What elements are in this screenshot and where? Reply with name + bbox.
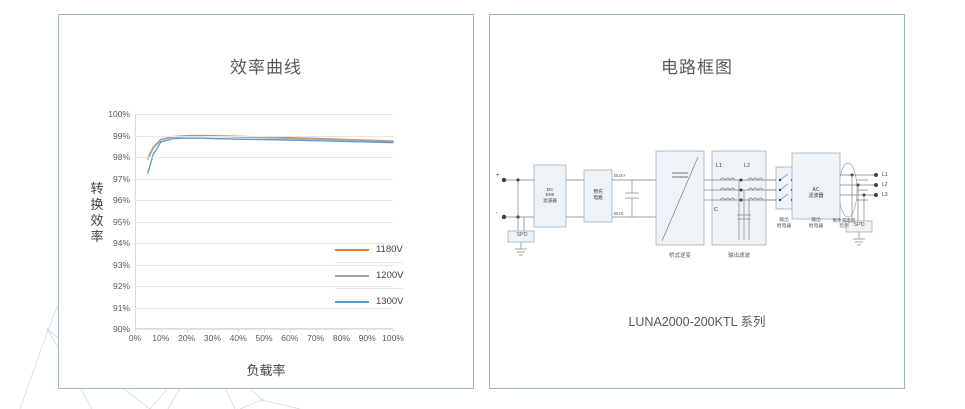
label-spd-input: SPD [516,232,528,238]
x-axis-tickmark [212,329,214,332]
efficiency-chart-panel: 效率曲线 转换效率 90% 91% 92% 93% 94% 95% 96% 97% 98% 99%… [58,14,474,389]
x-axis-tickmark [186,329,188,332]
label-bus-minus: BUS- [614,211,625,216]
x-axis-tick: 40% [229,333,247,343]
legend-item[interactable]: 1300V [335,289,403,314]
x-axis-tick: 30% [203,333,221,343]
x-axis-tickmark [160,329,162,332]
y-axis-label: 转换效率 [90,181,104,244]
gridline [135,135,393,137]
series-line-1200v [147,135,394,160]
x-axis-tick: 70% [307,333,325,343]
gridline [135,200,393,201]
x-axis-tickmark [315,329,317,332]
legend-divider [335,288,404,289]
caption-output-relay-1: 输出 继电器 [776,218,792,229]
x-axis-tickmark [367,329,369,332]
label-ac-output-l2: L2 [882,182,888,188]
gridline [135,307,393,309]
product-model-label: LUNA2000-200KTL 系列 [628,315,766,329]
caption-output-filter: 输出滤波 [727,253,750,259]
x-axis-label: 负载率 [246,363,286,378]
caption-residual-current-detection: 剩余漏电流 检测 [832,218,856,229]
label-ac-filter: AC 滤波器 [808,187,824,199]
legend-label-1200v: 1200V [376,270,404,281]
x-axis-line [135,328,393,329]
series-line-1300v [147,137,394,174]
y-axis-tick: 98% [112,152,130,162]
y-axis-tick: 95% [112,216,130,227]
label-precharge-circuit: 预充 电路 [593,190,603,201]
legend-swatch-1180v [335,248,369,251]
caption-bridge-inverter: 桥式逆变 [668,253,691,259]
chart-legend: 1180V 1200V 1300V [335,237,404,314]
gridline [135,114,393,115]
page-title-circuit: 电路框图 [661,58,733,77]
label-ac-output-l3: L3 [882,192,888,198]
x-axis-tick: 60% [281,333,299,343]
label-dc-minus: - [496,210,498,216]
caption-output-relay-2: 输出 继电器 [808,218,824,229]
legend-label-1180v: 1180V [376,244,403,255]
x-axis-tick: 80% [332,333,350,343]
y-axis-tick: 97% [112,173,130,184]
x-axis-tickmark [135,329,136,332]
circuit-text-labels: + - SPD DC EMI 滤波器 预充 电路 BUS+ BUS- 桥式逆变 L1 … [490,15,904,388]
page-title-efficiency: 效率曲线 [230,58,302,77]
label-dc-emi-filter: DC EMI 滤波器 [543,187,557,203]
circuit-diagram-panel: 电路框图 [489,14,905,389]
series-line-1180v [147,134,394,159]
label-capacitor-c: C [714,207,718,213]
x-axis-tickmark [289,329,291,332]
y-axis-tick: 93% [112,259,130,270]
gridline [135,221,393,223]
x-axis-tickmark [393,329,394,332]
label-spd-output: SPD [853,222,865,228]
label-ac-output-l1: L1 [882,172,888,178]
y-axis-tick: 99% [112,130,130,141]
legend-item[interactable]: 1180V [335,237,403,262]
circuit-ac-output-section [791,152,878,246]
legend-item[interactable]: 1200V [335,263,403,288]
gridline [135,243,393,244]
x-axis-tick: 100% [382,333,404,343]
chart-plot-area: 90% 91% 92% 93% 94% 95% 96% 97% 98% 99% 100% 0% 10% 2… [108,100,405,343]
y-axis-tick: 90% [112,324,130,334]
y-axis-tick: 92% [112,281,130,291]
y-axis-tick: 91% [112,302,130,313]
gridline [135,264,393,266]
y-axis-tick: 94% [112,238,130,248]
gridline [135,178,393,180]
label-inductor-l2: L2 [744,163,751,169]
label-dc-plus: + [496,173,500,179]
x-axis-tickmark [341,329,343,332]
plot-canvas: 90% 91% 92% 93% 94% 95% 96% 97% 98% 99% 100% 0% 10% 2… [108,109,404,343]
x-axis-tick: 50% [255,333,273,343]
legend-swatch-1300v [335,300,369,303]
legend-label-1300v: 1300V [376,296,404,307]
x-axis-tick: 20% [178,333,196,343]
x-axis-tick: 90% [358,333,376,343]
x-axis-tickmark [264,329,265,332]
x-axis-tick: 0% [128,333,142,343]
gridline [135,157,393,158]
y-axis-tick: 100% [108,109,130,119]
label-inductor-l1: L1 [716,163,723,169]
y-axis-tick: 96% [112,195,130,205]
gridline [135,286,393,287]
legend-divider [335,262,404,263]
label-bus-plus: BUS+ [614,173,626,178]
x-axis-tick: 10% [152,333,170,343]
x-axis-tickmark [238,329,240,332]
legend-swatch-1200v [335,274,369,277]
